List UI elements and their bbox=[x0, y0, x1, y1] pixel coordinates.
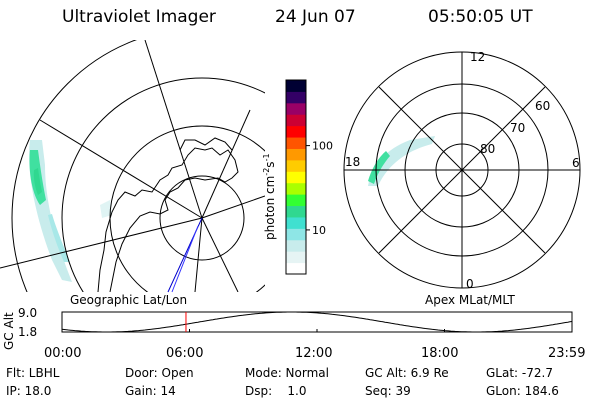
apex-panel-label: Apex MLat/MLT bbox=[425, 293, 515, 307]
mlt-label-right: 6 bbox=[572, 156, 580, 170]
altitude-ytick-max: 9.0 bbox=[18, 306, 38, 320]
altitude-ytick-min: 1.8 bbox=[18, 325, 38, 339]
time-tick-4: 23:59 bbox=[548, 346, 586, 361]
colorbar-swatch bbox=[286, 114, 306, 127]
colorbar-tick-label: 10 bbox=[312, 224, 326, 237]
colorbar-swatch bbox=[286, 262, 306, 275]
time-tick-3: 18:00 bbox=[421, 346, 459, 361]
time-label: 05:50:05 UT bbox=[428, 7, 533, 27]
colorbar-swatch bbox=[286, 182, 306, 195]
colorbar-swatch bbox=[286, 239, 306, 252]
apex-polar-plot: 12 6 0 18 80 70 60 bbox=[343, 50, 581, 291]
colorbar-swatch bbox=[286, 228, 306, 241]
altitude-plot bbox=[61, 311, 573, 333]
filter-info: Flt: LBHL bbox=[6, 366, 60, 380]
colorbar-swatch bbox=[286, 194, 306, 207]
colorbar-swatch bbox=[286, 205, 306, 218]
door-info: Door: Open bbox=[125, 366, 194, 380]
altitude-curve bbox=[61, 311, 573, 333]
glon-info: GLon: 184.6 bbox=[486, 384, 559, 398]
colorbar-frame bbox=[285, 79, 307, 275]
colorbar-swatch bbox=[286, 159, 306, 172]
colorbar-swatch bbox=[286, 80, 306, 92]
mlt-label-top: 12 bbox=[470, 50, 485, 64]
instrument-title: Ultraviolet Imager bbox=[62, 7, 216, 27]
colorbar-swatch bbox=[286, 125, 306, 138]
colorbar-label: photon cm-2s-1 bbox=[262, 153, 277, 240]
colorbar: 10 100 bbox=[285, 79, 333, 275]
mode-info: Mode: Normal bbox=[245, 366, 329, 380]
colorbar-swatch bbox=[286, 148, 306, 161]
mlat-label-70: 70 bbox=[510, 121, 525, 135]
geographic-map bbox=[0, 40, 265, 293]
geographic-panel-label: Geographic Lat/Lon bbox=[70, 293, 188, 307]
colorbar-tick-label: 100 bbox=[312, 140, 333, 153]
time-tick-2: 12:00 bbox=[295, 346, 333, 361]
mlat-label-80: 80 bbox=[480, 142, 495, 156]
mlt-label-bottom: 0 bbox=[466, 277, 474, 291]
colorbar-swatch bbox=[286, 91, 306, 104]
glat-info: GLat: -72.7 bbox=[486, 366, 553, 380]
colorbar-swatch bbox=[286, 251, 306, 264]
time-tick-1: 06:00 bbox=[166, 346, 204, 361]
date-label: 24 Jun 07 bbox=[275, 7, 356, 27]
mlt-label-left: 18 bbox=[345, 155, 360, 169]
gain-info: Gain: 14 bbox=[125, 384, 176, 398]
dsp-info: Dsp: 1.0 bbox=[245, 384, 307, 398]
colorbar-swatch bbox=[286, 137, 306, 149]
ip-info: IP: 18.0 bbox=[6, 384, 52, 398]
seq-info: Seq: 39 bbox=[365, 384, 411, 398]
gc-alt-info: GC Alt: 6.9 Re bbox=[365, 366, 449, 380]
colorbar-swatch bbox=[286, 171, 306, 184]
colorbar-swatch bbox=[286, 216, 306, 229]
mlat-label-60: 60 bbox=[535, 99, 550, 113]
colorbar-swatch bbox=[286, 102, 306, 115]
apex-auroral-emission bbox=[368, 136, 435, 186]
auroral-emission bbox=[29, 140, 112, 282]
time-tick-0: 00:00 bbox=[44, 346, 82, 361]
